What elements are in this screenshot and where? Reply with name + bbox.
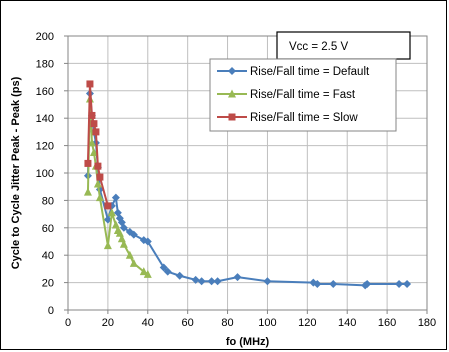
data-point bbox=[395, 279, 404, 288]
y-tick-label: 0 bbox=[48, 305, 54, 317]
data-point bbox=[159, 263, 168, 272]
x-tick-label: 0 bbox=[65, 317, 71, 329]
data-point bbox=[163, 267, 172, 276]
data-point bbox=[95, 193, 104, 202]
data-point bbox=[89, 147, 98, 156]
data-point bbox=[263, 277, 272, 286]
data-point bbox=[119, 223, 128, 232]
y-tick-label: 60 bbox=[42, 223, 54, 235]
y-tick-label: 200 bbox=[36, 31, 54, 43]
data-point bbox=[87, 138, 96, 147]
data-point bbox=[363, 279, 372, 288]
data-point bbox=[139, 267, 148, 276]
data-point bbox=[207, 277, 216, 286]
data-point bbox=[191, 275, 200, 284]
y-axis: 0 20 40 60 80 100 120 140 160 180 200 bbox=[36, 31, 68, 317]
data-point bbox=[313, 279, 322, 288]
x-tick-label: 140 bbox=[338, 317, 356, 329]
x-tick-label: 20 bbox=[102, 317, 114, 329]
y-tick-label: 40 bbox=[42, 250, 54, 262]
x-axis: 0 20 40 60 80 100 120 140 160 180 bbox=[65, 310, 436, 329]
x-tick-label: 40 bbox=[142, 317, 154, 329]
x-tick-label: 100 bbox=[258, 317, 276, 329]
data-point bbox=[119, 239, 128, 248]
data-point bbox=[92, 128, 100, 136]
data-point bbox=[233, 273, 242, 282]
x-tick-label: 80 bbox=[221, 317, 233, 329]
data-point bbox=[94, 162, 102, 170]
data-point bbox=[103, 241, 112, 250]
data-point bbox=[129, 258, 138, 267]
x-tick-label: 60 bbox=[182, 317, 194, 329]
y-tick-label: 100 bbox=[36, 168, 54, 180]
legend-label: Rise/Fall time = Fast bbox=[250, 89, 356, 101]
y-tick-label: 180 bbox=[36, 58, 54, 70]
data-point bbox=[107, 208, 116, 217]
vcc-annotation: Vcc = 2.5 V bbox=[276, 31, 411, 60]
data-point bbox=[213, 277, 222, 286]
data-point bbox=[84, 159, 92, 167]
y-tick-label: 80 bbox=[42, 195, 54, 207]
data-point bbox=[111, 193, 120, 202]
legend: Rise/Fall time = Default Rise/Fall time =… bbox=[209, 58, 397, 132]
y-tick-label: 120 bbox=[36, 141, 54, 153]
legend-item: Rise/Fall time = Slow bbox=[217, 112, 358, 124]
legend-swatch-marker bbox=[228, 89, 236, 98]
data-point bbox=[403, 279, 412, 288]
data-point bbox=[329, 279, 338, 288]
data-point bbox=[104, 202, 112, 210]
y-axis-title: Cycle to Cycle Jitter Peak - Peak (ps) bbox=[10, 76, 22, 269]
series-square bbox=[84, 80, 112, 210]
annotation-text: Vcc = 2.5 V bbox=[289, 41, 348, 53]
data-point bbox=[197, 277, 206, 286]
x-axis-title: fo (MHz) bbox=[226, 336, 270, 348]
y-tick-label: 140 bbox=[36, 113, 54, 125]
y-tick-label: 160 bbox=[36, 86, 54, 98]
data-point bbox=[93, 179, 102, 188]
legend-item: Rise/Fall time = Fast bbox=[217, 89, 356, 101]
x-tick-label: 180 bbox=[418, 317, 436, 329]
data-point bbox=[143, 237, 152, 246]
x-tick-label: 160 bbox=[378, 317, 396, 329]
data-point bbox=[86, 80, 94, 88]
legend-label: Rise/Fall time = Slow bbox=[250, 112, 358, 124]
legend-swatch-marker bbox=[228, 113, 236, 121]
data-point bbox=[83, 187, 92, 196]
data-point bbox=[90, 120, 98, 128]
legend-item: Rise/Fall time = Default bbox=[217, 66, 370, 78]
data-point bbox=[143, 269, 152, 278]
data-point bbox=[96, 173, 104, 181]
y-tick-label: 20 bbox=[42, 278, 54, 290]
legend-label: Rise/Fall time = Default bbox=[250, 66, 370, 78]
series-layer bbox=[83, 80, 412, 290]
data-point bbox=[175, 271, 184, 280]
series-triangle bbox=[83, 94, 152, 278]
data-point bbox=[129, 230, 138, 239]
data-point bbox=[88, 111, 96, 119]
data-point bbox=[125, 250, 134, 259]
legend-swatch-marker bbox=[228, 67, 236, 75]
x-tick-label: 120 bbox=[298, 317, 316, 329]
